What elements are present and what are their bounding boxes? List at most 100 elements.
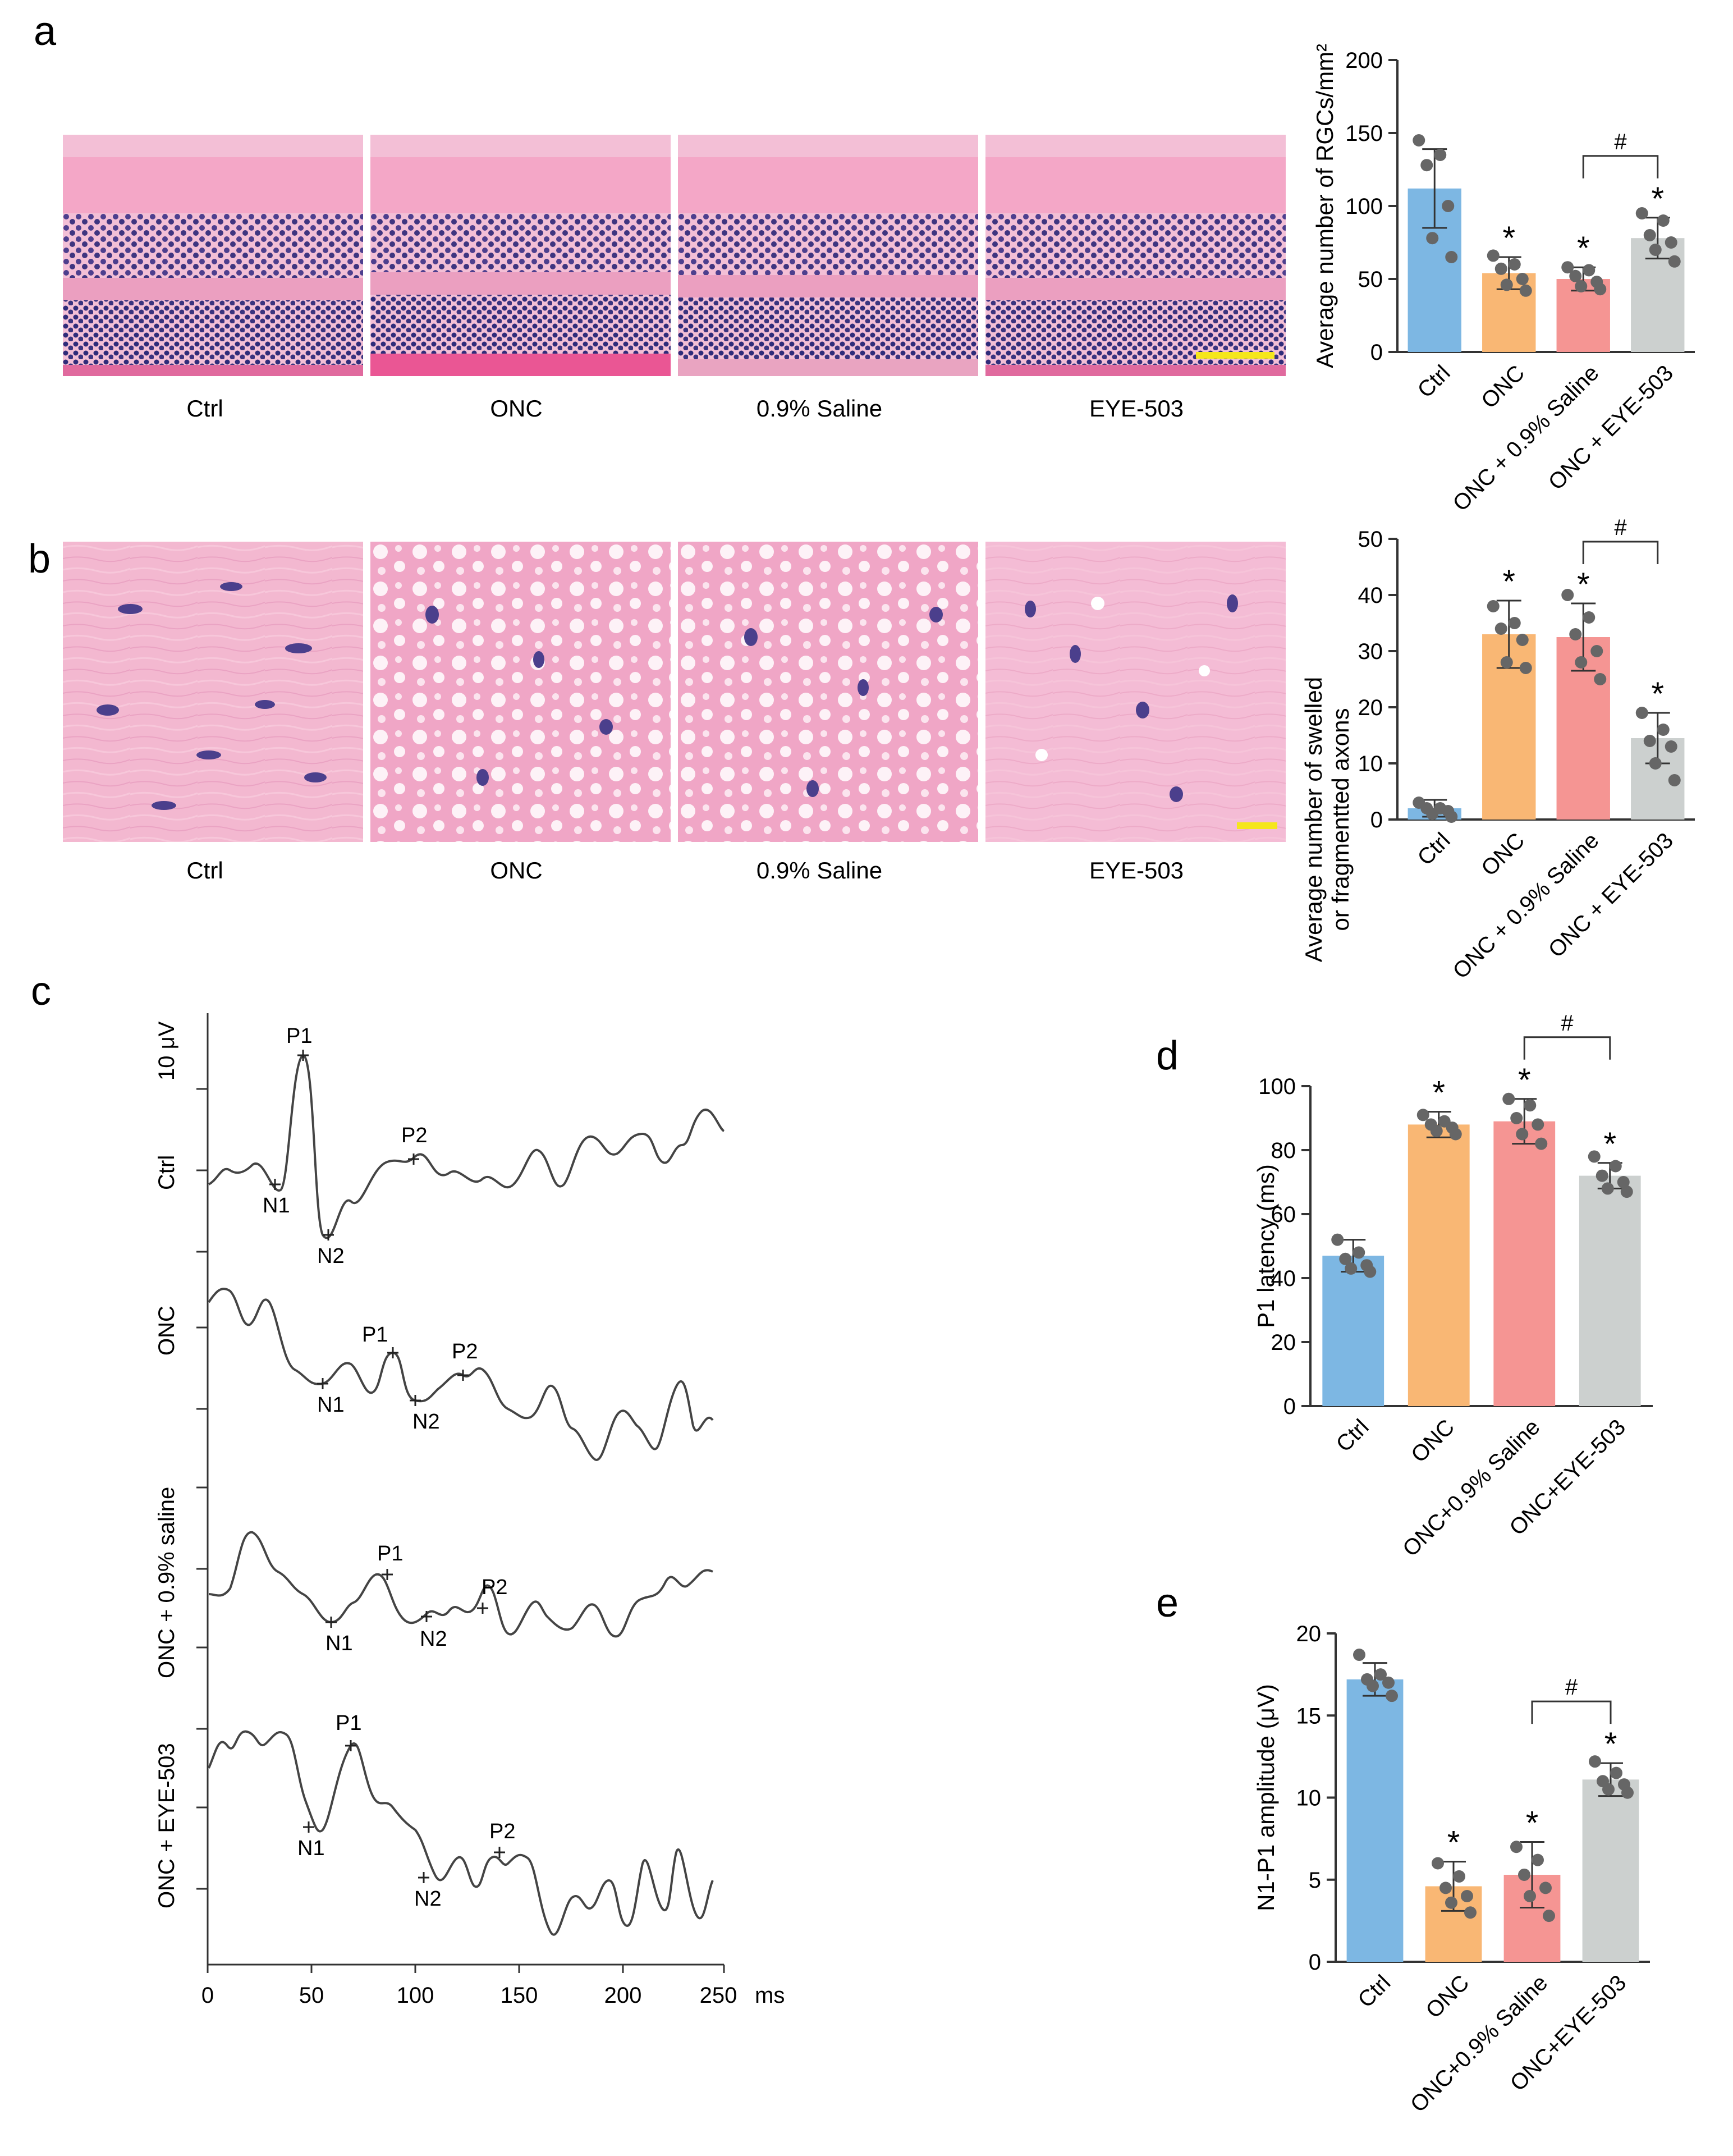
retina-image-ctrl: [63, 135, 363, 376]
data-point: [1445, 251, 1458, 263]
y-tick-label: 150: [1345, 121, 1383, 146]
data-point: [1374, 1668, 1387, 1681]
y-tick-label: 0: [1283, 1394, 1296, 1419]
caption-a-onc: ONC: [490, 395, 542, 422]
data-point: [1594, 283, 1607, 296]
significance-hash: #: [1614, 515, 1627, 540]
data-point: [1386, 1690, 1398, 1702]
y-tick-label: 50: [1358, 527, 1383, 552]
vep-trace-label-onc: ONC: [154, 1306, 179, 1356]
data-point: [1635, 207, 1648, 219]
category-label: ONC + EYE-503: [1544, 360, 1678, 495]
category-label: ONC: [1477, 360, 1529, 413]
data-point: [1508, 258, 1521, 271]
significance-star: *: [1447, 1825, 1460, 1861]
category-label: ONC: [1421, 1970, 1474, 2023]
data-point: [1430, 1124, 1443, 1137]
y-tick-label: 50: [1358, 267, 1383, 292]
y-tick-label: 20: [1358, 695, 1383, 720]
panel-label-e: e: [1156, 1581, 1179, 1626]
panel-b-micrographs: Ctrl ONC 0.9% Saline EYE-503: [63, 542, 1286, 884]
data-point: [1353, 1246, 1365, 1259]
vep-x-ticks: [207, 1965, 725, 1973]
bar: [1322, 1256, 1384, 1406]
significance-hash: #: [1565, 1675, 1578, 1700]
category-label: ONC: [1477, 828, 1529, 881]
data-point: [1502, 1092, 1515, 1105]
data-point: [1532, 1118, 1544, 1131]
peak-label-eye503-n2: N2: [414, 1887, 442, 1911]
data-point: [1569, 628, 1582, 640]
data-point: [1426, 232, 1439, 245]
data-point: [1583, 611, 1596, 624]
data-point: [1621, 1786, 1634, 1799]
peak-label-saline-p2: P2: [482, 1576, 507, 1599]
data-point: [1589, 1755, 1601, 1768]
y-axis-label: P1 latency (ms): [1253, 1164, 1279, 1328]
data-point: [1434, 149, 1447, 161]
bar: [1493, 1121, 1556, 1406]
vep-trace-label-saline: ONC + 0.9% saline: [154, 1487, 179, 1678]
vep-x-unit: ms: [755, 1983, 785, 2008]
peak-label-eye503-p1: P1: [336, 1711, 361, 1735]
data-point: [1620, 1185, 1633, 1198]
data-point: [1519, 284, 1532, 297]
peak-label-saline-p1: P1: [377, 1542, 403, 1565]
y-axis-label: N1-P1 amplitude (μV): [1253, 1684, 1279, 1911]
bar: [1408, 1124, 1470, 1406]
data-point: [1588, 1150, 1601, 1163]
data-point: [1583, 264, 1596, 277]
data-point: [1413, 134, 1425, 147]
data-point: [1665, 740, 1677, 753]
bar-chart-e: 0 5 10 15 20 N1-P1 amplitude (μV) Ctrl * ONC * ONC…: [1253, 1622, 1650, 2117]
data-point: [1345, 1262, 1358, 1275]
data-point: [1500, 656, 1513, 669]
data-point: [1524, 1890, 1536, 1902]
peak-label-onc-n2: N2: [412, 1410, 440, 1434]
peak-label-onc-p2: P2: [452, 1340, 478, 1363]
data-point: [1516, 273, 1529, 285]
data-point: [1596, 1169, 1608, 1182]
significance-star: *: [1651, 181, 1664, 217]
y-tick-label: 30: [1358, 639, 1383, 664]
data-point: [1364, 1265, 1377, 1278]
data-point: [1610, 1766, 1622, 1779]
data-point: [1561, 261, 1574, 274]
caption-b-eye503: EYE-503: [1089, 857, 1184, 884]
data-point: [1518, 1868, 1530, 1881]
peak-label-onc-p1: P1: [362, 1323, 388, 1347]
vep-trace-onc: [208, 1288, 714, 1461]
significance-star: *: [1502, 220, 1515, 257]
vep-trace-saline: [208, 1531, 713, 1638]
nerve-image-saline: [678, 542, 978, 842]
data-point: [1657, 214, 1670, 227]
data-point: [1494, 622, 1507, 635]
significance-bracket: [1523, 1036, 1611, 1060]
category-label: ONC + 0.9% Saline: [1448, 828, 1603, 983]
significance-star: *: [1526, 1805, 1539, 1841]
data-point: [1643, 229, 1656, 241]
category-label: Ctrl: [1332, 1415, 1374, 1457]
retina-image-eye503: [985, 135, 1286, 376]
data-point: [1575, 656, 1588, 669]
significance-star: *: [1651, 676, 1664, 712]
vep-x-tick-50: 50: [299, 1983, 324, 2008]
nerve-image-eye503: [985, 542, 1286, 842]
data-point: [1532, 1853, 1544, 1866]
peak-label-ctrl-n1: N1: [263, 1194, 290, 1217]
peak-label-ctrl-p2: P2: [401, 1124, 427, 1147]
data-point: [1510, 1112, 1523, 1124]
bar: [1346, 1679, 1404, 1962]
data-point: [1445, 811, 1458, 823]
data-point: [1416, 1109, 1429, 1122]
data-point: [1649, 757, 1662, 770]
data-point: [1353, 1649, 1365, 1661]
vep-trace-label-eye503: ONC + EYE-503: [154, 1743, 179, 1908]
data-point: [1668, 255, 1681, 268]
data-point: [1535, 1137, 1548, 1150]
category-label: Ctrl: [1413, 360, 1455, 402]
significance-bracket: [1582, 155, 1659, 178]
y-tick-label: 10: [1358, 752, 1383, 776]
panel-c-vep: 10 μV Ctrl ONC ONC + 0.9% saline ONC + E…: [154, 1013, 785, 2008]
peak-label-saline-n1: N1: [325, 1632, 353, 1655]
